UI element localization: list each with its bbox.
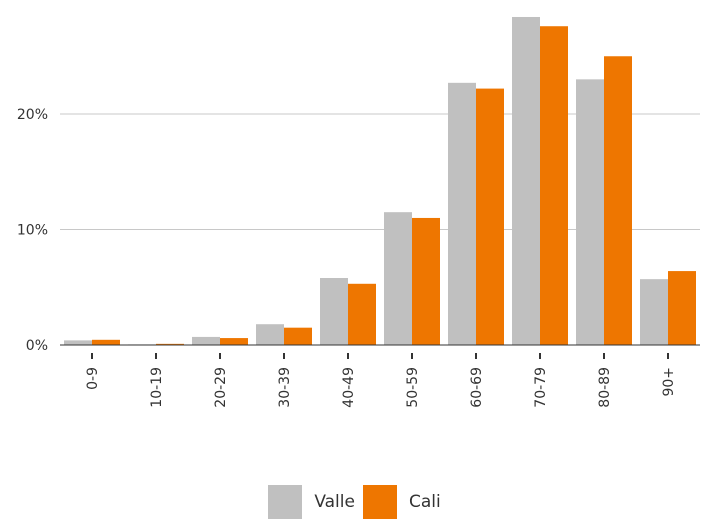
x-tick-label-30-39: 30-39 [277, 367, 293, 408]
x-tick-label-70-79: 70-79 [533, 367, 549, 408]
x-tick-label-20-29: 20-29 [213, 367, 229, 408]
bar-valle-80-89 [576, 79, 604, 345]
bar-cali-50-59 [412, 217, 440, 345]
bar-valle-90+ [640, 279, 668, 345]
bar-chart: 0% 10% 20% 0-9 10-19 20-29 30-39 40-49 50-59 60-6… [17, 16, 700, 408]
bar-valle-50-59 [384, 212, 412, 345]
bar-valle-40-49 [320, 278, 348, 345]
x-tick-label-40-49: 40-49 [341, 367, 357, 408]
bar-cali-40-49 [348, 283, 376, 345]
bar-valle-60-69 [448, 82, 476, 345]
bar-valle-70-79 [512, 16, 540, 345]
legend-label-valle: Valle [314, 492, 355, 512]
bar-cali-70-79 [540, 26, 568, 345]
x-tick-label-60-69: 60-69 [469, 367, 485, 408]
bar-cali-90+ [668, 271, 696, 345]
bar-valle-0-9 [64, 340, 92, 345]
legend-item-valle[interactable]: Valle [268, 485, 355, 519]
x-tick-label-80-89: 80-89 [597, 367, 613, 408]
x-tick-label-10-19: 10-19 [149, 367, 165, 408]
legend-swatch-cali [362, 485, 397, 519]
bar-cali-60-69 [476, 88, 504, 345]
y-tick-label: 0% [26, 338, 48, 354]
bar-cali-20-29 [220, 338, 248, 345]
bar-cali-10-19 [156, 343, 184, 345]
legend: Valle Cali [0, 484, 709, 520]
bar-valle-20-29 [192, 336, 220, 345]
x-tick-label-0-9: 0-9 [85, 367, 101, 390]
legend-swatch-valle [268, 485, 303, 519]
y-tick-label: 10% [17, 223, 48, 239]
x-tick-label-50-59: 50-59 [405, 367, 421, 408]
legend-label-cali: Cali [408, 492, 441, 512]
x-tick-label-90+: 90+ [661, 367, 677, 397]
bar-cali-80-89 [604, 56, 632, 345]
bar-cali-0-9 [92, 339, 120, 345]
legend-item-cali[interactable]: Cali [362, 485, 441, 519]
bar-valle-30-39 [256, 324, 284, 345]
y-tick-label: 20% [17, 107, 48, 123]
bar-cali-30-39 [284, 327, 312, 345]
